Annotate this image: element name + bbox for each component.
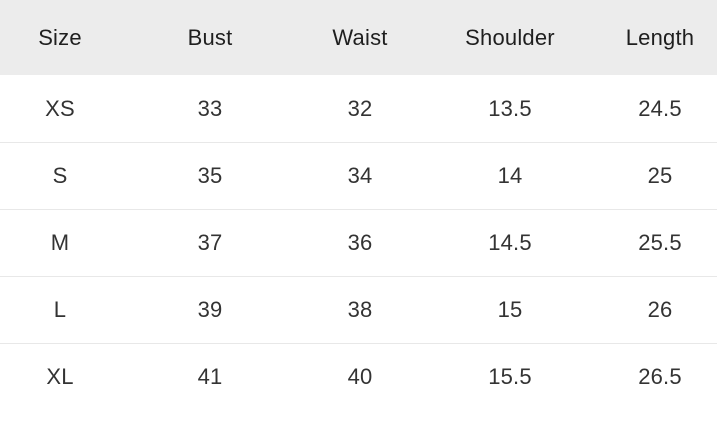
column-header-length: Length — [625, 24, 695, 50]
cell-size-label: L — [53, 297, 67, 322]
cell-size-label: M — [50, 230, 70, 255]
column-header-bust: Bust — [187, 24, 233, 50]
cell-length: 25.5 — [638, 230, 682, 255]
cell-shoulder: 13.5 — [488, 95, 532, 121]
cell-waist: 34 — [347, 163, 373, 188]
table-row-m: M 37 36 14.5 25.5 — [0, 209, 717, 276]
cell-waist: 38 — [347, 297, 373, 322]
table-header-row: Size Bust Waist Shoulder Length — [0, 0, 717, 75]
cell-waist: 40 — [347, 364, 373, 389]
size-chart-table: Size Bust Waist Shoulder Length XS 33 32… — [0, 0, 717, 410]
cell-size-label: XS — [45, 95, 75, 121]
cell-shoulder: 15 — [497, 297, 523, 322]
cell-bust: 33 — [197, 95, 223, 121]
table-row-xs: XS 33 32 13.5 24.5 — [0, 75, 717, 142]
cell-size-label: S — [52, 163, 68, 188]
column-header-waist: Waist — [332, 24, 388, 50]
table-row-s: S 35 34 14 25 — [0, 142, 717, 209]
cell-waist: 32 — [347, 95, 373, 121]
cell-length: 26 — [647, 297, 673, 322]
column-header-shoulder: Shoulder — [465, 24, 555, 50]
cell-shoulder: 15.5 — [488, 364, 532, 389]
cell-length: 26.5 — [638, 364, 682, 389]
cell-waist: 36 — [347, 230, 373, 255]
cell-length: 24.5 — [638, 95, 682, 121]
cell-shoulder: 14.5 — [488, 230, 532, 255]
cell-bust: 39 — [197, 297, 223, 322]
cell-bust: 35 — [197, 163, 223, 188]
cell-shoulder: 14 — [497, 163, 523, 188]
table-row-xl: XL 41 40 15.5 26.5 — [0, 343, 717, 410]
column-header-size: Size — [38, 24, 82, 50]
cell-bust: 41 — [197, 364, 223, 389]
cell-size-label: XL — [46, 364, 74, 389]
cell-length: 25 — [647, 163, 673, 188]
table-row-l: L 39 38 15 26 — [0, 276, 717, 343]
cell-bust: 37 — [197, 230, 223, 255]
